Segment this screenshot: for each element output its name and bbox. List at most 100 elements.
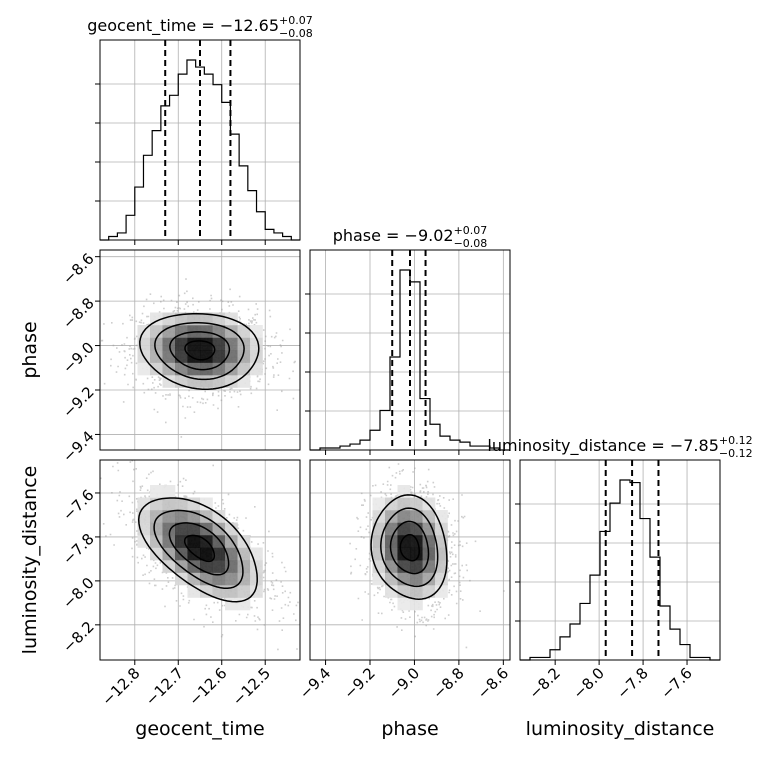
- x-tick-label: −8.6: [474, 664, 512, 702]
- density-cell: [225, 597, 238, 611]
- density-cell: [237, 560, 251, 573]
- density-cell: [187, 535, 201, 548]
- title-minus: −0.08: [454, 237, 488, 250]
- density-cell: [212, 337, 226, 351]
- panel-geocent_time-vs-phase: [99, 249, 301, 451]
- density-cell: [200, 560, 213, 573]
- x-tick-label: −7.6: [657, 664, 695, 702]
- x-tick-label: −12.6: [185, 664, 230, 709]
- panel-frame: [99, 459, 301, 661]
- density-cell: [397, 510, 411, 523]
- density-cell: [397, 597, 411, 611]
- density-cell: [212, 362, 226, 376]
- title-plus: +0.07: [279, 14, 313, 27]
- contour-line: [399, 533, 420, 562]
- x-tick-label: −12.8: [98, 664, 143, 709]
- panel-content: [349, 463, 505, 649]
- diag-panel-phase: phase = −9.02+0.07−0.08: [305, 224, 511, 451]
- y-tick-label: −9.0: [59, 338, 97, 376]
- contour-line: [137, 497, 258, 603]
- diag-panel-geocent_time: geocent_time = −12.65+0.07−0.08: [87, 14, 313, 241]
- density-cell: [212, 350, 226, 363]
- density-cell: [150, 547, 163, 561]
- density-cell: [200, 497, 213, 511]
- density-cell: [200, 375, 213, 388]
- density-cell: [250, 362, 263, 376]
- histogram-geocent_time: [100, 59, 300, 241]
- density-cell: [422, 585, 436, 598]
- x-tick-label: −8.2: [526, 664, 564, 702]
- density-cell: [150, 522, 163, 536]
- density-cell: [372, 497, 386, 511]
- density-cell: [237, 362, 251, 376]
- density-cell: [397, 522, 411, 536]
- density-cell: [250, 337, 263, 351]
- density-cell: [187, 522, 201, 536]
- density-cell: [175, 325, 188, 338]
- title-main: phase = −9.02: [333, 226, 454, 245]
- density-cell: [372, 522, 386, 536]
- panel-content: [100, 460, 299, 651]
- density-cell: [150, 485, 163, 498]
- density-cell: [175, 337, 188, 351]
- density-cell: [250, 325, 263, 338]
- density-cell: [200, 547, 213, 561]
- density-cell: [410, 597, 423, 611]
- density-cell: [162, 485, 176, 498]
- density-cell: [137, 362, 151, 376]
- density-cell: [225, 325, 238, 338]
- contour-line: [380, 507, 439, 588]
- diag-panel-luminosity_distance: luminosity_distance = −7.85+0.12−0.12: [487, 434, 753, 661]
- density-cell: [237, 585, 251, 598]
- panel-phase-vs-luminosity_distance: [309, 459, 511, 661]
- title-main: geocent_time = −12.65: [87, 16, 279, 36]
- contour-line: [370, 494, 448, 600]
- x-axis-label-luminosity_distance: luminosity_distance: [526, 718, 715, 740]
- density-cell: [162, 362, 176, 376]
- contour-line: [169, 331, 231, 371]
- density-cell: [150, 510, 163, 523]
- density-cell: [212, 560, 226, 573]
- density-cell: [372, 572, 386, 586]
- density-cell: [225, 337, 238, 351]
- density-cell: [162, 497, 176, 511]
- density-cell: [200, 312, 213, 326]
- x-tick-label: −8.0: [569, 664, 607, 702]
- panel-frame: [519, 459, 721, 661]
- density-cell: [397, 497, 411, 511]
- density-cell: [397, 560, 411, 573]
- density-cell: [150, 362, 163, 376]
- panel-frame: [99, 39, 301, 241]
- density-cell: [162, 325, 176, 338]
- density-cell: [162, 312, 176, 326]
- title-minus: −0.08: [279, 27, 313, 40]
- x-tick-label: −8.8: [429, 664, 467, 702]
- density-cell: [187, 572, 201, 586]
- density-cell: [410, 585, 423, 598]
- x-tick-label: −9.0: [385, 664, 423, 702]
- panel-title-luminosity_distance: luminosity_distance = −7.85+0.12: [487, 434, 752, 456]
- panel-geocent_time-vs-luminosity_distance: [99, 459, 301, 661]
- y-tick-label: −9.2: [59, 383, 97, 421]
- density-cell: [435, 560, 448, 573]
- x-tick-label: −12.7: [142, 664, 187, 709]
- title-plus: +0.07: [454, 224, 488, 237]
- x-axis-label-geocent_time: geocent_time: [135, 718, 264, 740]
- density-cell: [372, 560, 386, 573]
- y-tick-label: −7.8: [59, 530, 97, 568]
- density-cell: [150, 337, 163, 351]
- density-cell: [175, 362, 188, 376]
- title-minus: −0.12: [719, 447, 753, 460]
- density-cell: [225, 572, 238, 586]
- density-cell: [410, 497, 423, 511]
- x-axis-label-phase: phase: [381, 718, 438, 740]
- density-cell: [175, 535, 188, 548]
- y-axis-label-phase: phase: [19, 321, 41, 378]
- density-cell: [212, 522, 226, 536]
- y-tick-label: −8.2: [59, 618, 97, 656]
- y-tick-label: −8.8: [59, 294, 97, 332]
- density-cell: [422, 510, 436, 523]
- histogram-luminosity_distance: [520, 479, 720, 661]
